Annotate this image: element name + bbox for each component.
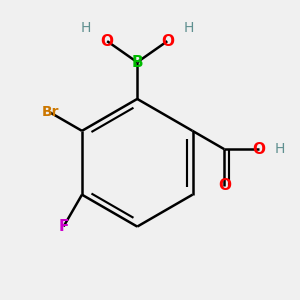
- Text: H: H: [80, 21, 91, 35]
- Text: O: O: [218, 178, 231, 194]
- Text: Br: Br: [41, 106, 59, 119]
- Text: H: H: [184, 21, 194, 35]
- Text: O: O: [253, 142, 266, 157]
- Text: O: O: [101, 34, 114, 49]
- Text: H: H: [275, 142, 285, 156]
- Text: F: F: [58, 219, 69, 234]
- Text: B: B: [131, 55, 143, 70]
- Text: O: O: [161, 34, 174, 49]
